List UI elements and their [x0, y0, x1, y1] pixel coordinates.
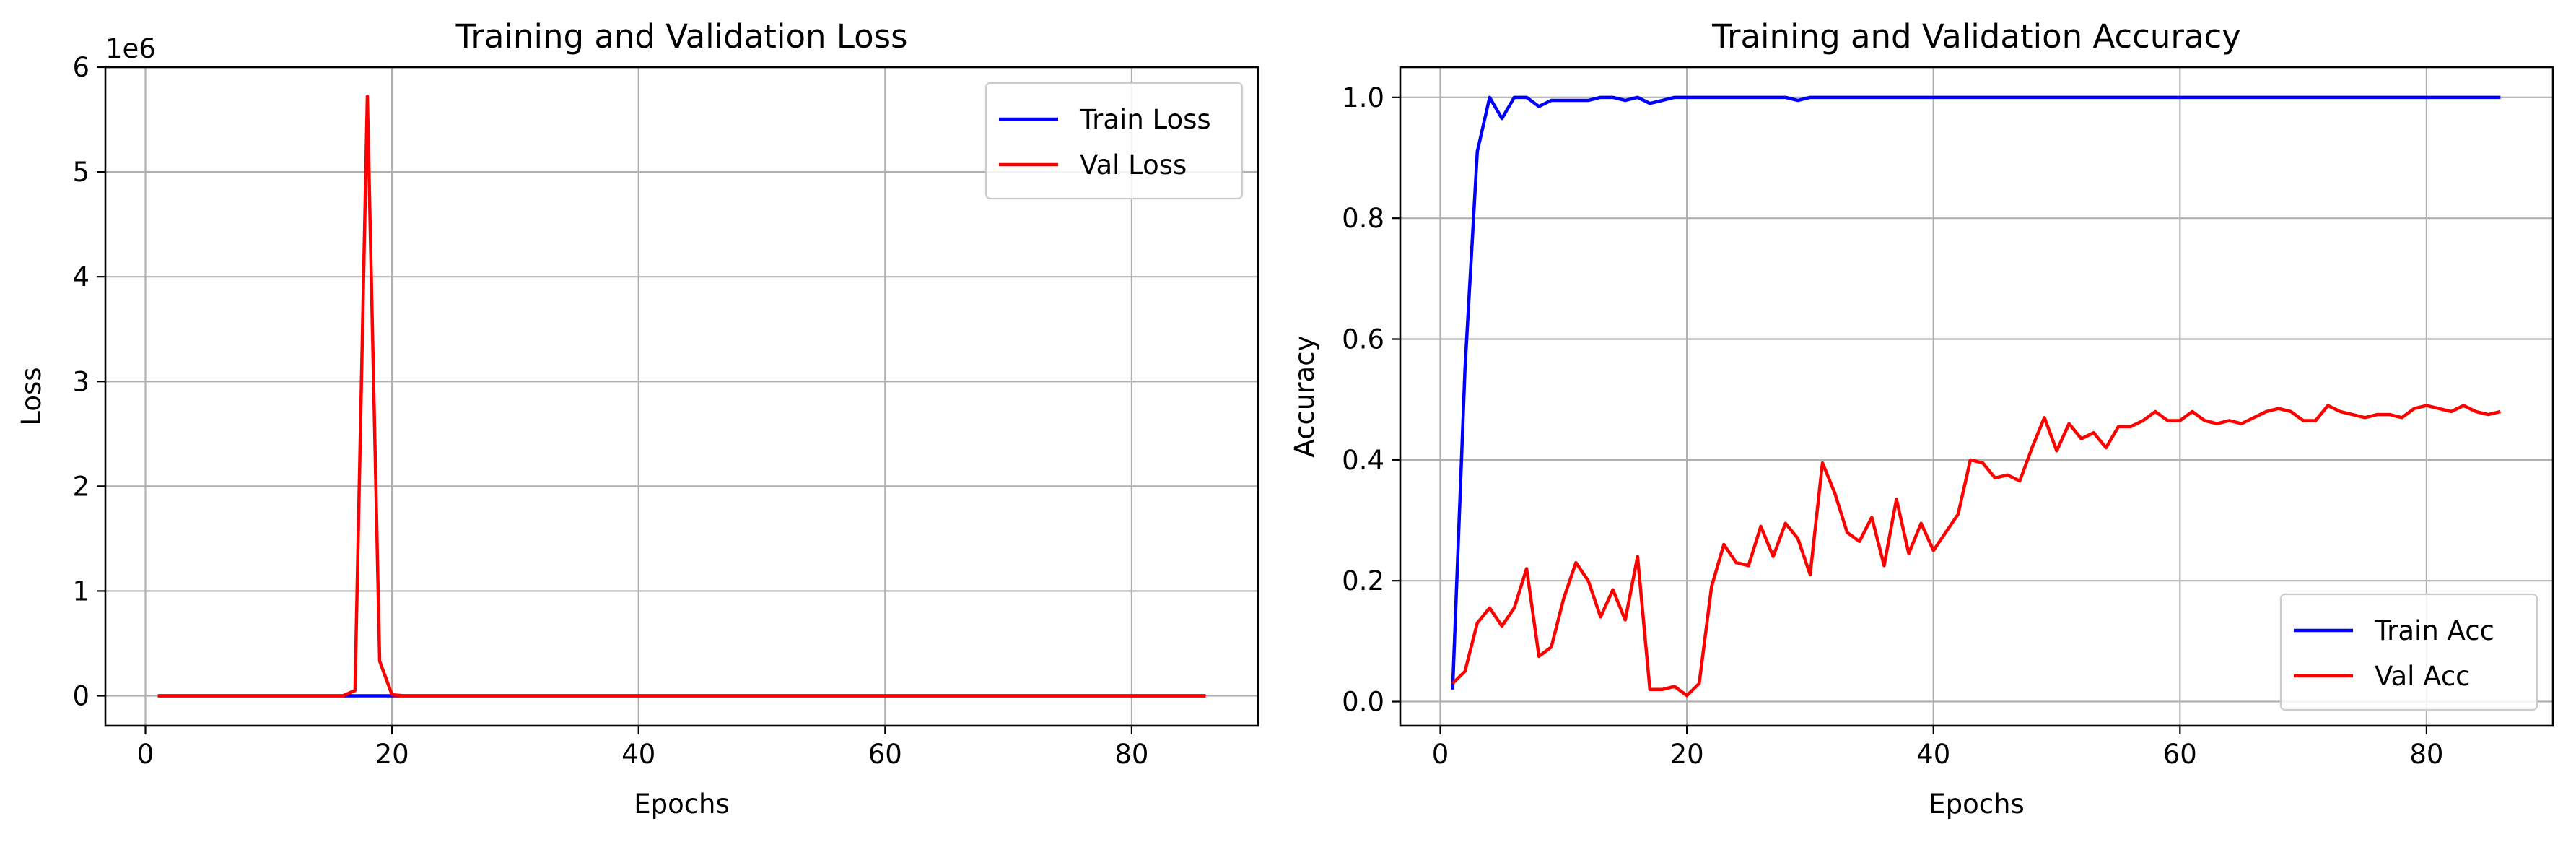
loss-chart-panel: Training and Validation Loss Epochs Loss…	[16, 17, 1259, 820]
loss-chart-y-tick-label: 1	[72, 576, 89, 607]
loss-chart-y-tick-label: 5	[72, 157, 89, 188]
accuracy-chart-y-tick-label: 1.0	[1342, 82, 1384, 113]
accuracy-chart-y-axis-label: Accuracy	[1289, 336, 1320, 458]
accuracy-chart-x-tick-label: 40	[1916, 739, 1950, 770]
loss-chart-y-offset-label: 1e6	[105, 33, 156, 64]
loss-chart-x-tick-label: 40	[621, 739, 655, 770]
loss-chart-y-tick-label: 4	[72, 261, 89, 292]
accuracy-chart-x-tick-label: 80	[2409, 739, 2443, 770]
loss-chart-x-tick-label: 20	[375, 739, 409, 770]
accuracy-chart-y-tick-label: 0.6	[1342, 324, 1384, 355]
loss-chart-x-tick-label: 0	[137, 739, 154, 770]
loss-chart-legend: Train Loss Val Loss	[984, 82, 1244, 200]
accuracy-chart-title: Training and Validation Accuracy	[1711, 17, 2241, 56]
loss-chart-legend-label: Train Loss	[1079, 104, 1211, 135]
accuracy-chart-series-line-val-acc	[1451, 404, 2501, 698]
loss-chart-x-tick-label: 80	[1114, 739, 1148, 770]
accuracy-chart-legend-label: Val Acc	[2375, 661, 2471, 692]
accuracy-chart-y-tick-label: 0.2	[1342, 565, 1384, 596]
loss-chart-legend-box	[984, 82, 1244, 200]
accuracy-chart-plot-frame	[1399, 66, 2554, 727]
loss-chart-legend-label: Val Loss	[1080, 149, 1187, 181]
loss-chart-y-axis-label: Loss	[16, 367, 47, 425]
accuracy-chart-x-tick-label: 0	[1432, 739, 1449, 770]
accuracy-chart-legend-box	[2279, 593, 2538, 711]
accuracy-chart-x-tick-label: 20	[1670, 739, 1704, 770]
loss-chart-y-tick-label: 2	[72, 471, 89, 502]
accuracy-chart-legend-label: Train Acc	[2374, 615, 2494, 646]
accuracy-chart-y-tick-label: 0.4	[1342, 445, 1384, 476]
loss-chart-x-axis-label: Epochs	[634, 789, 730, 820]
loss-chart-x-tick-label: 60	[868, 739, 902, 770]
accuracy-chart-x-axis-label: Epochs	[1929, 789, 2025, 820]
accuracy-chart-panel: Training and Validation Accuracy Epochs …	[1289, 17, 2554, 820]
accuracy-chart-y-tick-label: 0.0	[1342, 687, 1384, 718]
loss-chart-plot-frame	[104, 66, 1259, 727]
loss-chart-y-tick-label: 6	[72, 52, 89, 83]
accuracy-chart-legend: Train Acc Val Acc	[2279, 593, 2538, 711]
loss-chart-y-tick-label: 0	[72, 681, 89, 712]
loss-chart-y-tick-label: 3	[72, 366, 89, 397]
accuracy-chart-series-line-train-acc	[1451, 95, 2501, 690]
loss-chart-series-line-val-loss	[157, 95, 1206, 698]
accuracy-chart-x-tick-label: 60	[2163, 739, 2197, 770]
accuracy-chart-y-tick-label: 0.8	[1342, 203, 1384, 234]
loss-chart-title: Training and Validation Loss	[455, 17, 907, 56]
